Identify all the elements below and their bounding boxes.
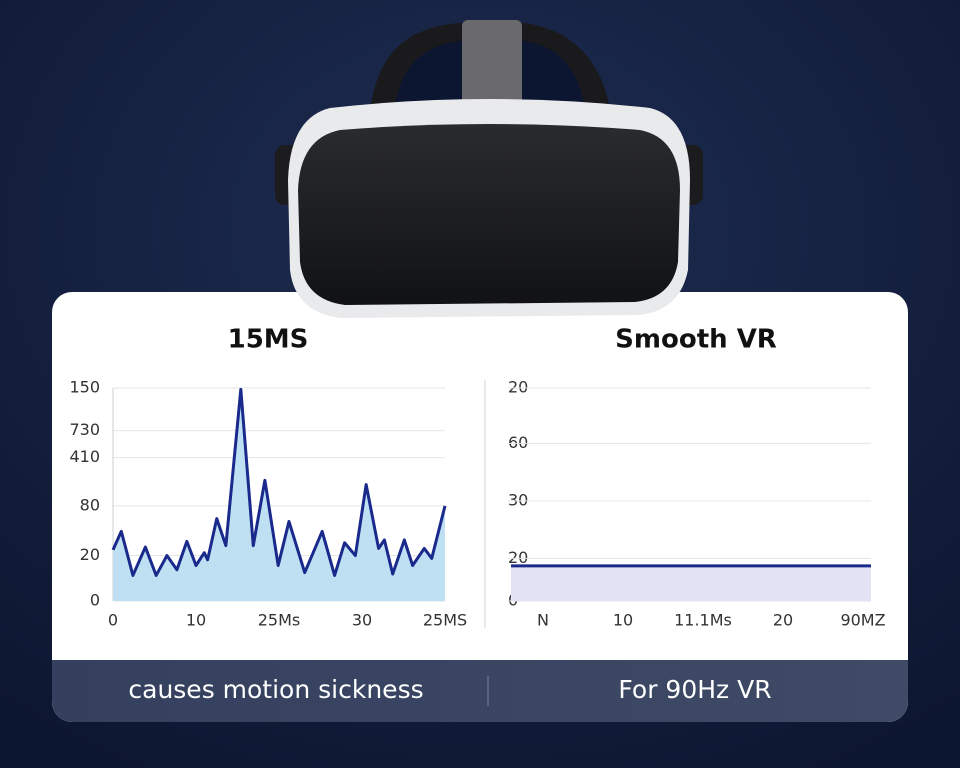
y-tick-label: 20 <box>80 545 100 564</box>
y-tick-label: 20 <box>508 548 528 567</box>
x-tick-label: 10 <box>613 611 633 630</box>
top-strap <box>462 20 522 115</box>
x-tick-label: N <box>537 611 549 630</box>
x-tick-label: 90MZ <box>840 611 885 630</box>
x-tick-label: 25MS <box>423 611 467 630</box>
y-tick-label: 150 <box>69 378 100 397</box>
card <box>52 292 908 722</box>
x-tick-label: 11.1Ms <box>674 611 732 630</box>
chart-title: 15MS <box>228 325 309 355</box>
line <box>111 387 447 577</box>
y-tick-label: 0 <box>90 591 100 610</box>
y-tick-label: 410 <box>69 447 100 466</box>
x-tick-label: 25Ms <box>258 611 301 630</box>
visor <box>298 124 680 305</box>
y-tick-label: 80 <box>80 495 100 514</box>
card-body <box>52 292 908 722</box>
y-tick-label: 20 <box>508 378 528 397</box>
y-tick-label: 60 <box>508 433 528 452</box>
area-fill <box>113 389 445 601</box>
x-tick-label: 10 <box>186 611 206 630</box>
y-tick-label: 30 <box>508 490 528 509</box>
x-tick-label: 20 <box>773 611 793 630</box>
area-fill <box>511 565 871 601</box>
x-tick-label: 30 <box>352 611 372 630</box>
x-tick-label: 0 <box>108 611 118 630</box>
card-footer <box>52 660 908 722</box>
y-tick-label: 730 <box>69 420 100 439</box>
footer-left: causes motion sickness <box>128 675 423 704</box>
footer-right: For 90Hz VR <box>618 675 771 704</box>
chart-title: Smooth VR <box>615 325 777 355</box>
headset <box>275 20 703 318</box>
